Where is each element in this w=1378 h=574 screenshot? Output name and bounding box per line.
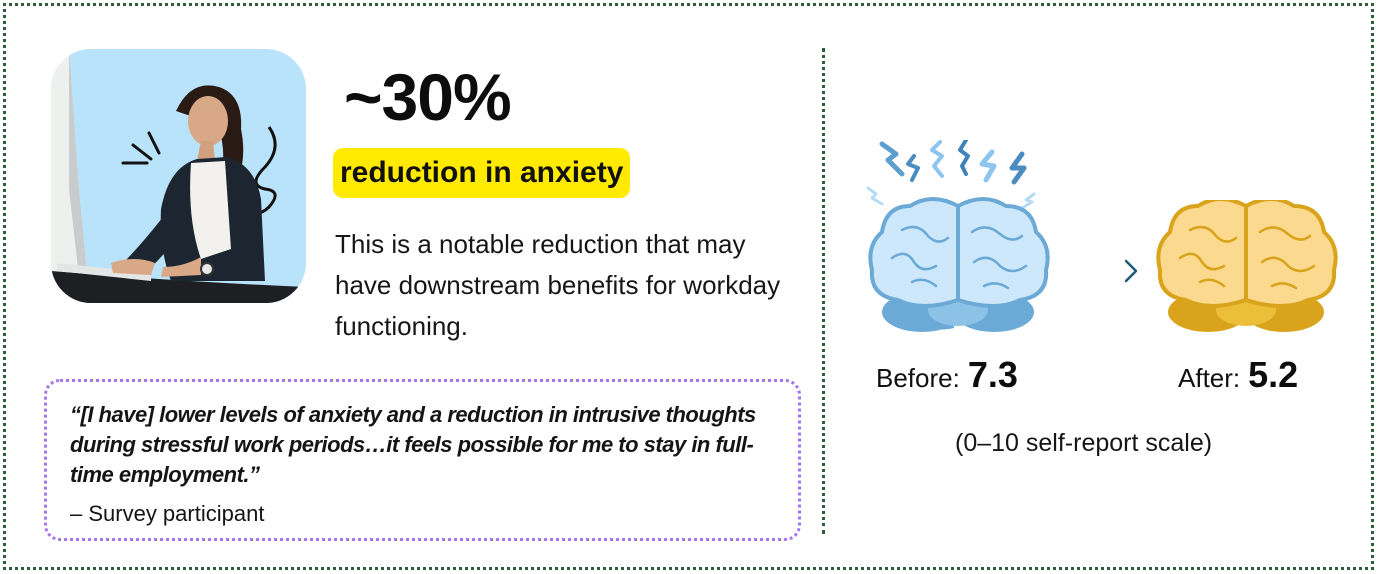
score-before-label: Before: [876,363,960,393]
quote-box [44,379,801,541]
section-divider [822,48,825,534]
calm-brain-icon [1150,197,1342,340]
arrow-right-icon [1064,258,1140,284]
participant-photo [51,49,306,303]
stat-value: ~30% [344,60,512,134]
quote-text: “[I have] lower levels of anxiety and a … [70,402,756,487]
score-before: Before: 7.3 [876,352,1018,406]
stressed-brain-icon [862,138,1056,340]
quote-author: – Survey participant [70,501,265,526]
card-frame [3,3,1374,570]
score-after-label: After: [1178,363,1241,393]
stat-highlight-label: reduction in anxiety [333,148,631,198]
score-after: After: 5.2 [1178,352,1298,406]
score-before-value: 7.3 [967,354,1018,395]
scale-note: (0–10 self-report scale) [955,429,1213,457]
stat-description: This is a notable reduction that may hav… [335,229,781,341]
woman-at-computer-illustration [51,49,306,303]
score-after-value: 5.2 [1248,354,1299,395]
